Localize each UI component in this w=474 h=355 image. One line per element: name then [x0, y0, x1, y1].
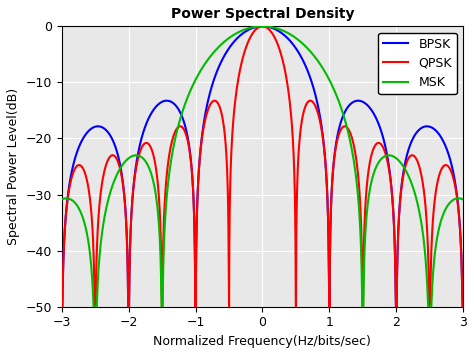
QPSK: [260, 24, 265, 28]
X-axis label: Normalized Frequency(Hz/bits/sec): Normalized Frequency(Hz/bits/sec): [154, 335, 371, 348]
Y-axis label: Spectral Power Level(dB): Spectral Power Level(dB): [7, 88, 20, 245]
QPSK: [86, 190, 92, 194]
QPSK: [59, 305, 64, 309]
Legend: BPSK, QPSK, MSK: BPSK, QPSK, MSK: [378, 33, 457, 94]
MSK: [213, 48, 219, 53]
MSK: [301, 42, 306, 47]
Title: Power Spectral Density: Power Spectral Density: [171, 7, 354, 21]
MSK: [59, 197, 64, 202]
BPSK: [155, 102, 161, 106]
BPSK: [213, 73, 219, 77]
BPSK: [260, 24, 265, 28]
BPSK: [277, 29, 283, 34]
QPSK: [277, 47, 283, 51]
Line: MSK: MSK: [62, 26, 463, 307]
QPSK: [460, 305, 466, 309]
Line: BPSK: BPSK: [62, 26, 463, 307]
BPSK: [86, 129, 92, 133]
QPSK: [213, 99, 219, 103]
QPSK: [301, 111, 306, 115]
QPSK: [357, 192, 363, 196]
BPSK: [59, 305, 64, 309]
MSK: [460, 197, 466, 202]
QPSK: [155, 187, 161, 191]
BPSK: [357, 99, 363, 103]
MSK: [91, 305, 96, 309]
BPSK: [460, 305, 466, 309]
MSK: [155, 214, 161, 218]
Line: QPSK: QPSK: [62, 26, 463, 307]
MSK: [357, 215, 363, 220]
MSK: [277, 27, 283, 31]
MSK: [260, 24, 265, 28]
MSK: [86, 244, 92, 248]
BPSK: [301, 59, 306, 64]
